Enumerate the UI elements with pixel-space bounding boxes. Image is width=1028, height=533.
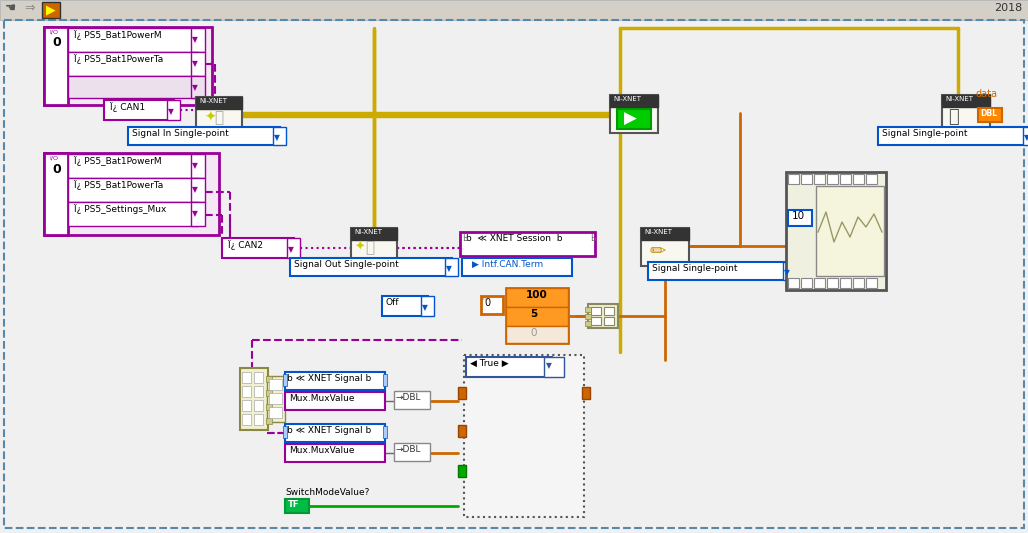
FancyBboxPatch shape bbox=[254, 386, 263, 397]
FancyBboxPatch shape bbox=[506, 326, 568, 343]
FancyBboxPatch shape bbox=[466, 357, 552, 377]
FancyBboxPatch shape bbox=[285, 444, 386, 462]
FancyBboxPatch shape bbox=[383, 374, 387, 386]
FancyBboxPatch shape bbox=[801, 278, 812, 288]
FancyBboxPatch shape bbox=[191, 28, 205, 52]
Text: Signal Single-point: Signal Single-point bbox=[882, 129, 967, 138]
FancyBboxPatch shape bbox=[196, 97, 242, 109]
FancyBboxPatch shape bbox=[287, 238, 300, 258]
Text: Ï¿ CAN1: Ï¿ CAN1 bbox=[110, 102, 145, 112]
FancyBboxPatch shape bbox=[458, 387, 466, 399]
FancyBboxPatch shape bbox=[351, 228, 397, 240]
Text: Ï¿ CAN2: Ï¿ CAN2 bbox=[228, 240, 263, 250]
FancyBboxPatch shape bbox=[648, 262, 790, 280]
Text: ☚: ☚ bbox=[5, 2, 16, 15]
Text: ▼: ▼ bbox=[192, 59, 197, 68]
FancyBboxPatch shape bbox=[458, 465, 466, 477]
Text: Ï¿ PS5_Bat1PowerM: Ï¿ PS5_Bat1PowerM bbox=[74, 156, 161, 166]
Text: I/O: I/O bbox=[49, 155, 58, 160]
FancyBboxPatch shape bbox=[853, 278, 864, 288]
FancyBboxPatch shape bbox=[285, 372, 386, 390]
FancyBboxPatch shape bbox=[68, 52, 198, 76]
FancyBboxPatch shape bbox=[104, 100, 174, 120]
FancyBboxPatch shape bbox=[814, 174, 825, 184]
FancyBboxPatch shape bbox=[191, 178, 205, 202]
FancyBboxPatch shape bbox=[269, 407, 282, 418]
Text: 0: 0 bbox=[52, 36, 61, 49]
Text: ▼: ▼ bbox=[546, 361, 552, 370]
FancyBboxPatch shape bbox=[544, 357, 564, 377]
FancyBboxPatch shape bbox=[266, 418, 272, 424]
FancyBboxPatch shape bbox=[458, 425, 466, 437]
Text: Signal In Single-point: Signal In Single-point bbox=[132, 129, 229, 138]
Text: Mux.MuxValue: Mux.MuxValue bbox=[289, 446, 355, 455]
FancyBboxPatch shape bbox=[0, 0, 1028, 20]
Text: Signal Single-point: Signal Single-point bbox=[652, 264, 737, 273]
Text: 5: 5 bbox=[530, 309, 538, 319]
Text: ▼: ▼ bbox=[274, 133, 280, 142]
FancyBboxPatch shape bbox=[617, 109, 651, 129]
FancyBboxPatch shape bbox=[191, 52, 205, 76]
FancyBboxPatch shape bbox=[582, 387, 590, 399]
Text: b  ≪ XNET Session  b: b ≪ XNET Session b bbox=[466, 234, 562, 243]
FancyBboxPatch shape bbox=[506, 288, 568, 343]
FancyBboxPatch shape bbox=[68, 154, 198, 178]
FancyBboxPatch shape bbox=[604, 307, 614, 315]
FancyBboxPatch shape bbox=[242, 414, 251, 425]
FancyBboxPatch shape bbox=[394, 391, 430, 409]
Text: ✏: ✏ bbox=[649, 242, 665, 261]
FancyBboxPatch shape bbox=[242, 400, 251, 411]
FancyBboxPatch shape bbox=[585, 314, 591, 319]
FancyBboxPatch shape bbox=[585, 307, 591, 312]
Text: 10: 10 bbox=[792, 211, 805, 221]
Text: NI-XNET: NI-XNET bbox=[945, 96, 972, 102]
Text: 0: 0 bbox=[52, 163, 61, 176]
FancyBboxPatch shape bbox=[167, 100, 180, 120]
FancyBboxPatch shape bbox=[290, 258, 452, 276]
FancyBboxPatch shape bbox=[610, 95, 658, 107]
Text: →DBL: →DBL bbox=[396, 393, 421, 402]
Text: ▼: ▼ bbox=[192, 209, 197, 218]
Text: Ï¿ PS5_Bat1PowerTa: Ï¿ PS5_Bat1PowerTa bbox=[74, 54, 163, 64]
Text: Ь: Ь bbox=[590, 234, 596, 243]
FancyBboxPatch shape bbox=[283, 374, 287, 386]
Text: Ï¿ PS5_Bat1PowerM: Ï¿ PS5_Bat1PowerM bbox=[74, 30, 161, 40]
FancyBboxPatch shape bbox=[266, 404, 272, 410]
FancyBboxPatch shape bbox=[266, 376, 272, 382]
FancyBboxPatch shape bbox=[840, 278, 851, 288]
FancyBboxPatch shape bbox=[68, 28, 198, 52]
FancyBboxPatch shape bbox=[481, 296, 503, 314]
FancyBboxPatch shape bbox=[788, 174, 799, 184]
FancyBboxPatch shape bbox=[788, 278, 799, 288]
FancyBboxPatch shape bbox=[240, 368, 268, 430]
FancyBboxPatch shape bbox=[591, 317, 601, 325]
Text: I/O: I/O bbox=[481, 296, 488, 301]
FancyBboxPatch shape bbox=[285, 424, 386, 442]
Text: 📄: 📄 bbox=[365, 240, 374, 255]
FancyBboxPatch shape bbox=[460, 232, 595, 256]
Text: ▼: ▼ bbox=[446, 264, 452, 273]
FancyBboxPatch shape bbox=[267, 376, 285, 422]
Text: NI-XNET: NI-XNET bbox=[354, 229, 382, 235]
FancyBboxPatch shape bbox=[506, 288, 568, 307]
Text: ⇒: ⇒ bbox=[24, 2, 35, 15]
Text: ▼: ▼ bbox=[192, 35, 197, 44]
FancyBboxPatch shape bbox=[269, 379, 282, 390]
FancyBboxPatch shape bbox=[2, 2, 19, 18]
FancyBboxPatch shape bbox=[128, 127, 280, 145]
Text: Off: Off bbox=[386, 298, 400, 307]
FancyBboxPatch shape bbox=[242, 386, 251, 397]
Text: NI-XNET: NI-XNET bbox=[613, 96, 641, 102]
FancyBboxPatch shape bbox=[44, 27, 68, 105]
Text: data: data bbox=[976, 89, 998, 99]
FancyBboxPatch shape bbox=[283, 426, 287, 438]
FancyBboxPatch shape bbox=[788, 210, 812, 226]
FancyBboxPatch shape bbox=[786, 172, 886, 290]
FancyBboxPatch shape bbox=[604, 317, 614, 325]
FancyBboxPatch shape bbox=[853, 174, 864, 184]
FancyBboxPatch shape bbox=[68, 76, 198, 98]
FancyBboxPatch shape bbox=[273, 127, 286, 145]
FancyBboxPatch shape bbox=[285, 392, 386, 410]
FancyBboxPatch shape bbox=[382, 296, 428, 316]
